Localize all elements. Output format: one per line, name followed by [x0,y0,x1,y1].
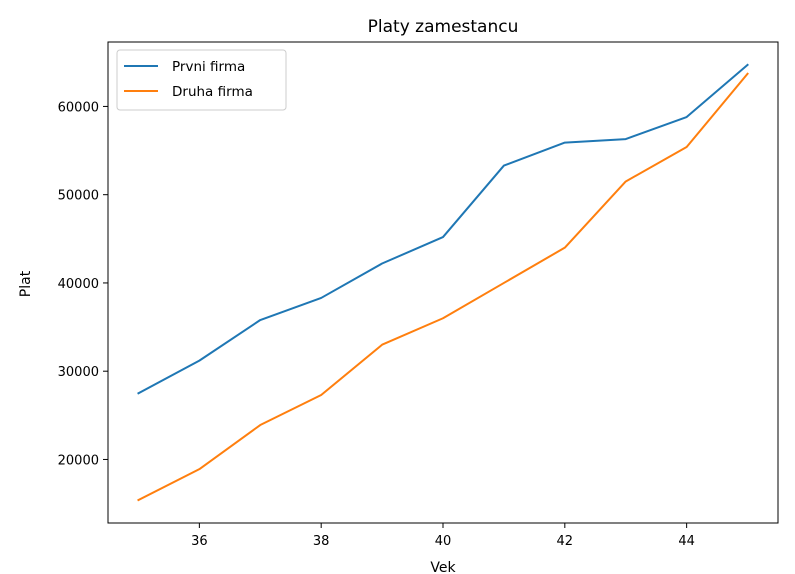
x-tick-label: 36 [191,534,208,549]
series-line-2 [137,72,749,502]
x-tick-label: 38 [313,534,330,549]
chart-title: Platy zamestancu [368,17,519,37]
x-tick-label: 42 [557,534,574,549]
legend-box [116,49,287,111]
y-tick-label: 60000 [58,100,99,115]
y-tick-label: 20000 [58,453,99,468]
x-tick-label: 40 [435,534,452,549]
plot-area: 36 38 40 42 44 20000 30000 40000 50000 60000 [58,41,779,549]
y-tick-label: 40000 [58,277,99,292]
legend-label: Prvni firma [172,59,245,75]
series-line-1 [137,63,749,395]
x-axis-title: Vek [430,560,456,574]
legend-label: Druha firma [172,84,253,100]
y-axis-title: Plat [18,270,34,297]
y-tick-label: 50000 [58,189,99,204]
y-tick-label: 30000 [58,365,99,380]
legend: Prvni firma Druha firma [116,49,287,111]
x-tick-label: 44 [678,534,695,549]
